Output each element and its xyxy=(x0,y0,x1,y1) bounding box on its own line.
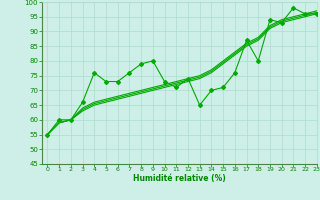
X-axis label: Humidité relative (%): Humidité relative (%) xyxy=(133,174,226,183)
